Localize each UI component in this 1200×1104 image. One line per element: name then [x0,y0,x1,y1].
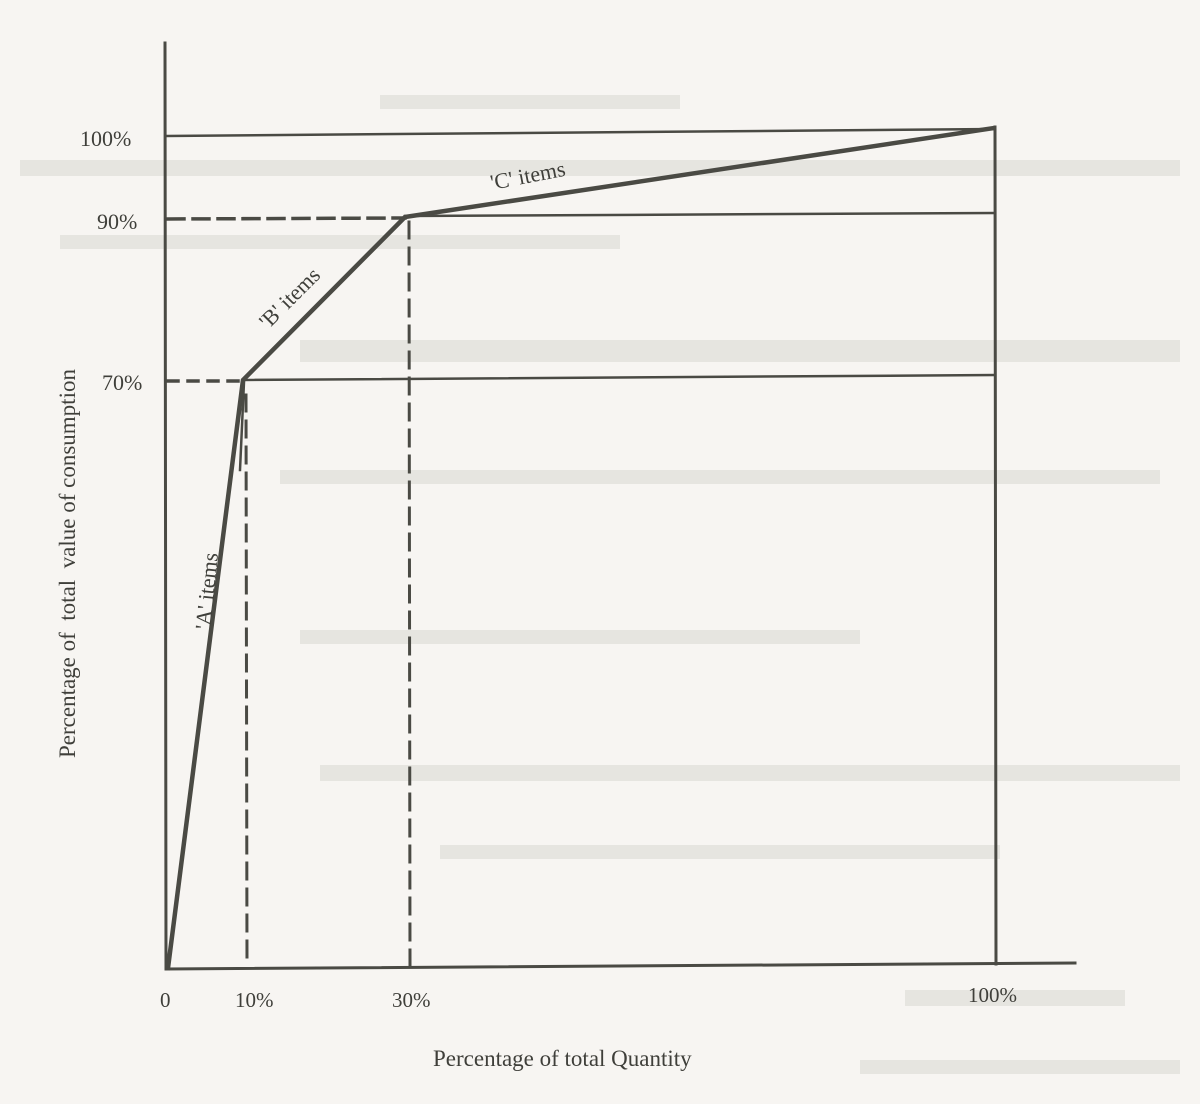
y-axis [163,41,168,971]
y-tick-100: 100% [80,126,131,151]
x-10-dashed-guide [244,393,249,968]
x-tick-10: 10% [235,988,274,1012]
y-tick-70: 70% [102,370,142,395]
x-30-dashed-guide [407,220,412,967]
y-tick-90: 90% [97,209,137,234]
abc-curve [165,125,997,971]
x-100-vertical-line [993,125,998,966]
a-items-segment-thick [238,380,246,472]
y-90-horizontal-line [403,211,997,218]
y-90-dashed-guide [166,216,407,221]
x-tick-30: 30% [392,988,431,1012]
x-axis [164,961,1077,971]
y-70-horizontal-line [241,373,997,382]
b-items-label: 'B' items [254,262,325,333]
y-axis-title: Percentage of total value of consumption [55,369,80,758]
x-tick-100: 100% [968,983,1017,1007]
y-100-horizontal-line [164,127,997,138]
x-axis-title: Percentage of total Quantity [433,1046,692,1071]
a-items-label: 'A' items [190,551,223,630]
x-tick-0: 0 [160,988,171,1012]
page-show-through [20,95,1180,1074]
